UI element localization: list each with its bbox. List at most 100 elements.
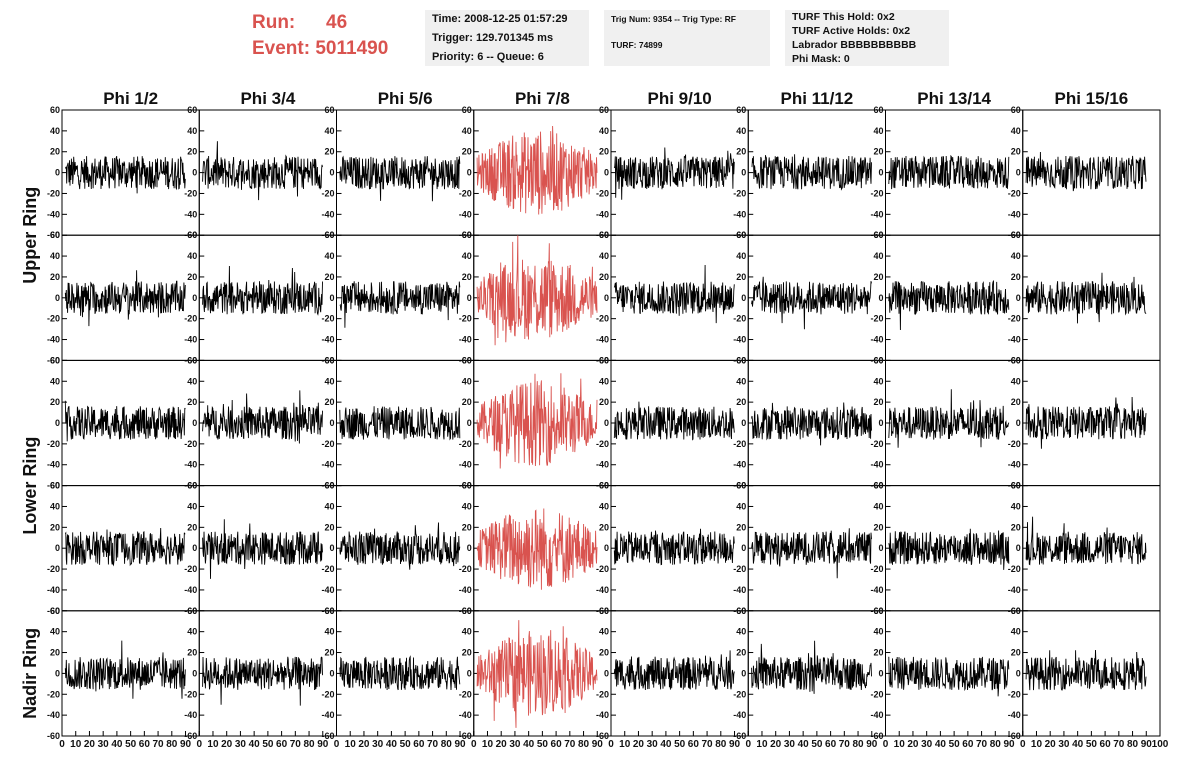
y-tick-label: 0 [741,418,746,428]
x-tick-label: 80 [166,739,178,750]
y-tick-label: -20 [184,689,197,699]
y-tick-label: 40 [736,501,746,511]
y-tick-label: 20 [50,522,60,532]
y-tick-label: 40 [50,251,60,261]
y-tick-label: -40 [47,460,60,470]
y-tick-label: -20 [184,314,197,324]
x-tick-label: 90 [317,739,329,750]
y-tick-label: 40 [1011,501,1021,511]
y-tick-label: 0 [604,543,609,553]
x-tick-label: 40 [798,739,810,750]
y-tick-label: 20 [187,522,197,532]
waveform-trace [888,528,1010,570]
y-tick-label: -20 [596,188,609,198]
y-tick-label: 60 [324,105,334,115]
waveform-trace [476,125,598,215]
y-tick-label: 60 [873,481,883,491]
y-tick-label: -40 [1008,460,1021,470]
waveform-trace [751,528,872,579]
y-tick-label: 60 [736,481,746,491]
turf-active-holds-text: TURF Active Holds: 0x2 [792,25,911,37]
y-tick-label: 20 [1011,522,1021,532]
y-tick-label: 60 [187,230,197,240]
x-tick-label: 60 [551,739,563,750]
y-tick-label: 20 [462,648,472,658]
y-tick-label: -20 [321,439,334,449]
y-tick-label: 0 [1016,418,1021,428]
x-tick-label: 10 [70,739,82,750]
y-tick-label: -60 [47,481,60,491]
y-tick-label: -20 [596,564,609,574]
trig-num-type-text: Trig Num: 9354 -- Trig Type: RF [611,14,736,24]
y-tick-label: -20 [870,188,883,198]
y-tick-label: 20 [324,648,334,658]
y-tick-label: -40 [733,585,746,595]
y-tick-label: -60 [47,731,60,741]
y-tick-label: 0 [604,293,609,303]
y-tick-label: 40 [187,126,197,136]
y-tick-label: -40 [184,209,197,219]
y-tick-label: 60 [324,355,334,365]
priority-queue-text: Priority: 6 -- Queue: 6 [432,51,544,63]
x-tick-label: 70 [839,739,851,750]
y-tick-label: 40 [462,627,472,637]
y-tick-label: 40 [187,376,197,386]
x-tick-label: 20 [907,739,919,750]
x-tick-label: 20 [1045,739,1057,750]
y-tick-label: 0 [329,543,334,553]
waveform-trace [888,389,1010,448]
y-tick-label: -60 [596,731,609,741]
y-tick-label: -20 [1008,314,1021,324]
x-tick-label: 80 [990,739,1002,750]
x-tick-label: 0 [471,739,477,750]
y-tick-label: 20 [736,648,746,658]
x-tick-label: 60 [825,739,837,750]
x-tick-label: 90 [729,739,741,750]
y-tick-label: 60 [324,230,334,240]
y-tick-label: 0 [55,168,60,178]
y-tick-label: 20 [599,397,609,407]
y-tick-label: 40 [187,251,197,261]
y-tick-label: 0 [878,168,883,178]
y-tick-label: 40 [1011,376,1021,386]
y-tick-label: -40 [459,710,472,720]
y-tick-label: -20 [596,314,609,324]
y-tick-label: -40 [321,209,334,219]
y-tick-label: 60 [50,606,60,616]
x-tick-label: 0 [334,739,340,750]
y-tick-label: 40 [50,627,60,637]
y-tick-label: -20 [733,188,746,198]
y-tick-label: 60 [1011,230,1021,240]
y-tick-label: 0 [741,543,746,553]
x-tick-label: 20 [84,739,96,750]
x-tick-label: 10 [894,739,906,750]
y-tick-label: 60 [1011,355,1021,365]
y-tick-label: 0 [878,418,883,428]
y-tick-label: -20 [47,689,60,699]
y-tick-label: 60 [736,606,746,616]
y-tick-label: 0 [55,293,60,303]
y-tick-label: -20 [459,314,472,324]
x-tick-label: 20 [358,739,370,750]
y-tick-label: 40 [50,126,60,136]
y-tick-label: 0 [604,668,609,678]
y-tick-label: 0 [329,293,334,303]
x-tick-label: 50 [262,739,274,750]
y-tick-label: 20 [187,397,197,407]
waveform-trace [476,620,598,728]
column-header-phi: Phi 15/16 [1055,89,1129,108]
y-tick-label: 40 [50,501,60,511]
waveform-trace [202,141,323,201]
y-tick-label: -40 [47,209,60,219]
waveform-trace [888,154,1010,190]
y-tick-label: -40 [596,585,609,595]
y-tick-label: 40 [324,501,334,511]
y-tick-label: 60 [462,481,472,491]
y-tick-label: -40 [184,460,197,470]
x-tick-label: 0 [1020,739,1026,750]
y-tick-label: -40 [870,460,883,470]
y-tick-label: -60 [184,731,197,741]
y-tick-label: 20 [50,648,60,658]
phi-mask-text: Phi Mask: 0 [792,53,850,65]
